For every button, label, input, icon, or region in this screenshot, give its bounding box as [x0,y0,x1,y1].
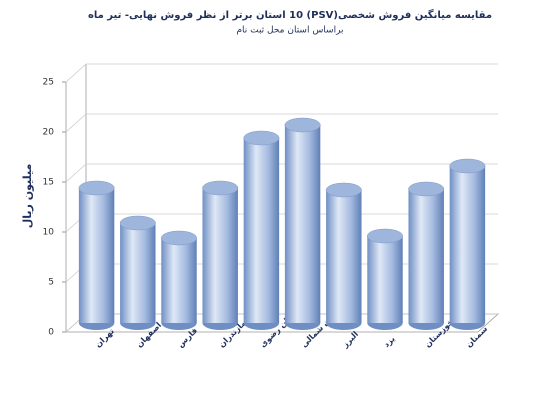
bar [120,223,156,323]
chart-title: مقایسه میانگین فروش شخصی(PSV) 10 استان ب… [88,8,492,21]
y-tick-label: 10 [43,228,55,238]
bar [202,188,238,323]
x-tick-label: تهران [93,327,116,350]
y-axis-label: میلیون ریال [21,164,34,229]
bar [408,189,444,323]
bar-top [161,230,197,246]
bar-top [119,215,156,231]
y-tick-label: 0 [48,328,54,338]
bar-top [284,117,321,133]
x-tick-label: البرز [340,329,360,349]
bar [449,166,486,323]
bar [284,125,321,323]
bar [243,138,280,323]
bar-top [449,158,486,174]
y-tick-label: 5 [48,278,54,288]
y-tick-label: 25 [43,78,54,88]
bar-top [78,180,115,196]
x-tick-label: یزد [382,334,397,349]
bar-top [243,130,280,146]
bar [367,236,403,323]
bar [161,238,197,323]
grid-line [65,163,498,183]
bar-top [325,182,362,198]
bar-top [202,180,239,196]
y-tick-label: 15 [43,178,54,188]
grid-line [65,63,498,83]
grid-line [65,113,498,133]
chart-subtitle: براساس استان محل ثبت نام [236,26,343,36]
y-tick-label: 20 [43,128,55,138]
bar [326,190,362,323]
bar [78,188,115,323]
bar-top [367,228,403,244]
bar-top [408,181,445,197]
